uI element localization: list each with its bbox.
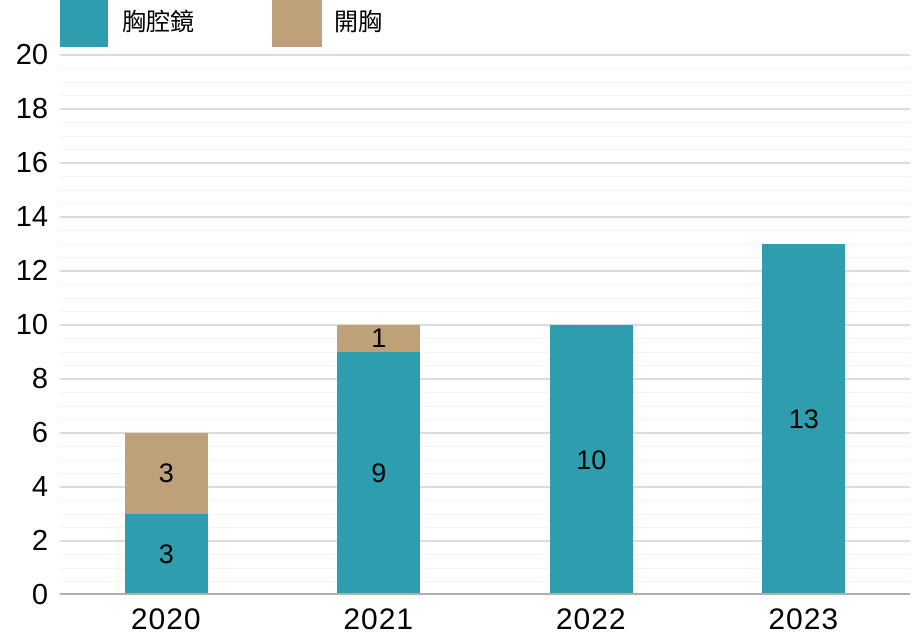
y-tick-label: 4 bbox=[31, 471, 48, 503]
y-tick-label: 14 bbox=[15, 201, 48, 233]
minor-gridline bbox=[60, 311, 910, 312]
minor-gridline bbox=[60, 243, 910, 245]
bar-value-label: 3 bbox=[158, 539, 174, 569]
minor-gridline bbox=[60, 459, 910, 461]
minor-gridline bbox=[60, 284, 910, 285]
major-gridline bbox=[60, 432, 910, 434]
major-gridline bbox=[60, 108, 910, 110]
major-gridline bbox=[60, 540, 910, 542]
y-tick-label: 10 bbox=[15, 309, 48, 341]
x-axis-line bbox=[60, 593, 910, 595]
y-tick-label: 2 bbox=[31, 525, 48, 557]
bar-value-label: 13 bbox=[788, 404, 819, 434]
minor-gridline bbox=[60, 527, 910, 528]
major-gridline bbox=[60, 54, 910, 56]
bar-segment-胸腔鏡-2021 bbox=[337, 352, 421, 595]
minor-gridline bbox=[60, 95, 910, 96]
minor-gridline bbox=[60, 203, 910, 204]
bar-value-label: 9 bbox=[371, 458, 387, 488]
major-gridline bbox=[60, 378, 910, 380]
minor-gridline bbox=[60, 500, 910, 501]
minor-gridline bbox=[60, 176, 910, 177]
bar-segment-胸腔鏡-2023 bbox=[762, 244, 846, 595]
y-tick-label: 8 bbox=[31, 363, 48, 395]
bar-segment-開胸-2021 bbox=[337, 325, 421, 352]
bar-segment-胸腔鏡-2022 bbox=[549, 325, 633, 595]
y-tick-label: 12 bbox=[15, 255, 48, 287]
major-gridline bbox=[60, 162, 910, 164]
minor-gridline bbox=[60, 122, 910, 123]
legend-label-thoracoscope: 胸腔鏡 bbox=[122, 9, 194, 36]
minor-gridline bbox=[60, 513, 910, 515]
minor-gridline bbox=[60, 581, 910, 582]
x-tick-label: 2023 bbox=[768, 603, 840, 636]
minor-gridline bbox=[60, 554, 910, 555]
minor-gridline bbox=[60, 473, 910, 474]
major-gridline bbox=[60, 270, 910, 272]
minor-gridline bbox=[60, 446, 910, 447]
minor-gridline bbox=[60, 419, 910, 420]
minor-gridline bbox=[60, 405, 910, 407]
major-gridline bbox=[60, 216, 910, 218]
minor-gridline bbox=[60, 189, 910, 191]
minor-gridline bbox=[60, 351, 910, 353]
minor-gridline bbox=[60, 392, 910, 393]
minor-gridline bbox=[60, 68, 910, 69]
minor-gridline bbox=[60, 338, 910, 339]
minor-gridline bbox=[60, 149, 910, 150]
bar-value-label: 3 bbox=[158, 458, 174, 488]
bar-segment-開胸-2020 bbox=[124, 433, 208, 514]
legend-label-thoracotomy: 開胸 bbox=[334, 9, 382, 36]
bar-segment-胸腔鏡-2020 bbox=[124, 514, 208, 595]
minor-gridline bbox=[60, 567, 910, 569]
y-tick-label: 20 bbox=[15, 39, 48, 71]
minor-gridline bbox=[60, 365, 910, 366]
y-tick-label: 0 bbox=[31, 579, 48, 611]
x-tick-label: 2021 bbox=[343, 603, 415, 636]
bar-value-label: 1 bbox=[371, 323, 387, 353]
minor-gridline bbox=[60, 230, 910, 231]
minor-gridline bbox=[60, 297, 910, 299]
bar-value-label: 10 bbox=[576, 444, 607, 475]
y-tick-label: 18 bbox=[15, 93, 48, 125]
minor-gridline bbox=[60, 135, 910, 137]
major-gridline bbox=[60, 486, 910, 488]
legend-swatch-thoracotomy bbox=[272, 0, 322, 47]
y-tick-label: 16 bbox=[15, 147, 48, 179]
x-tick-label: 2022 bbox=[555, 603, 627, 636]
minor-gridline bbox=[60, 81, 910, 83]
x-tick-label: 2020 bbox=[130, 603, 202, 636]
major-gridline bbox=[60, 324, 910, 326]
legend-swatch-thoracoscope bbox=[60, 0, 108, 47]
y-tick-label: 6 bbox=[31, 417, 48, 449]
minor-gridline bbox=[60, 257, 910, 258]
